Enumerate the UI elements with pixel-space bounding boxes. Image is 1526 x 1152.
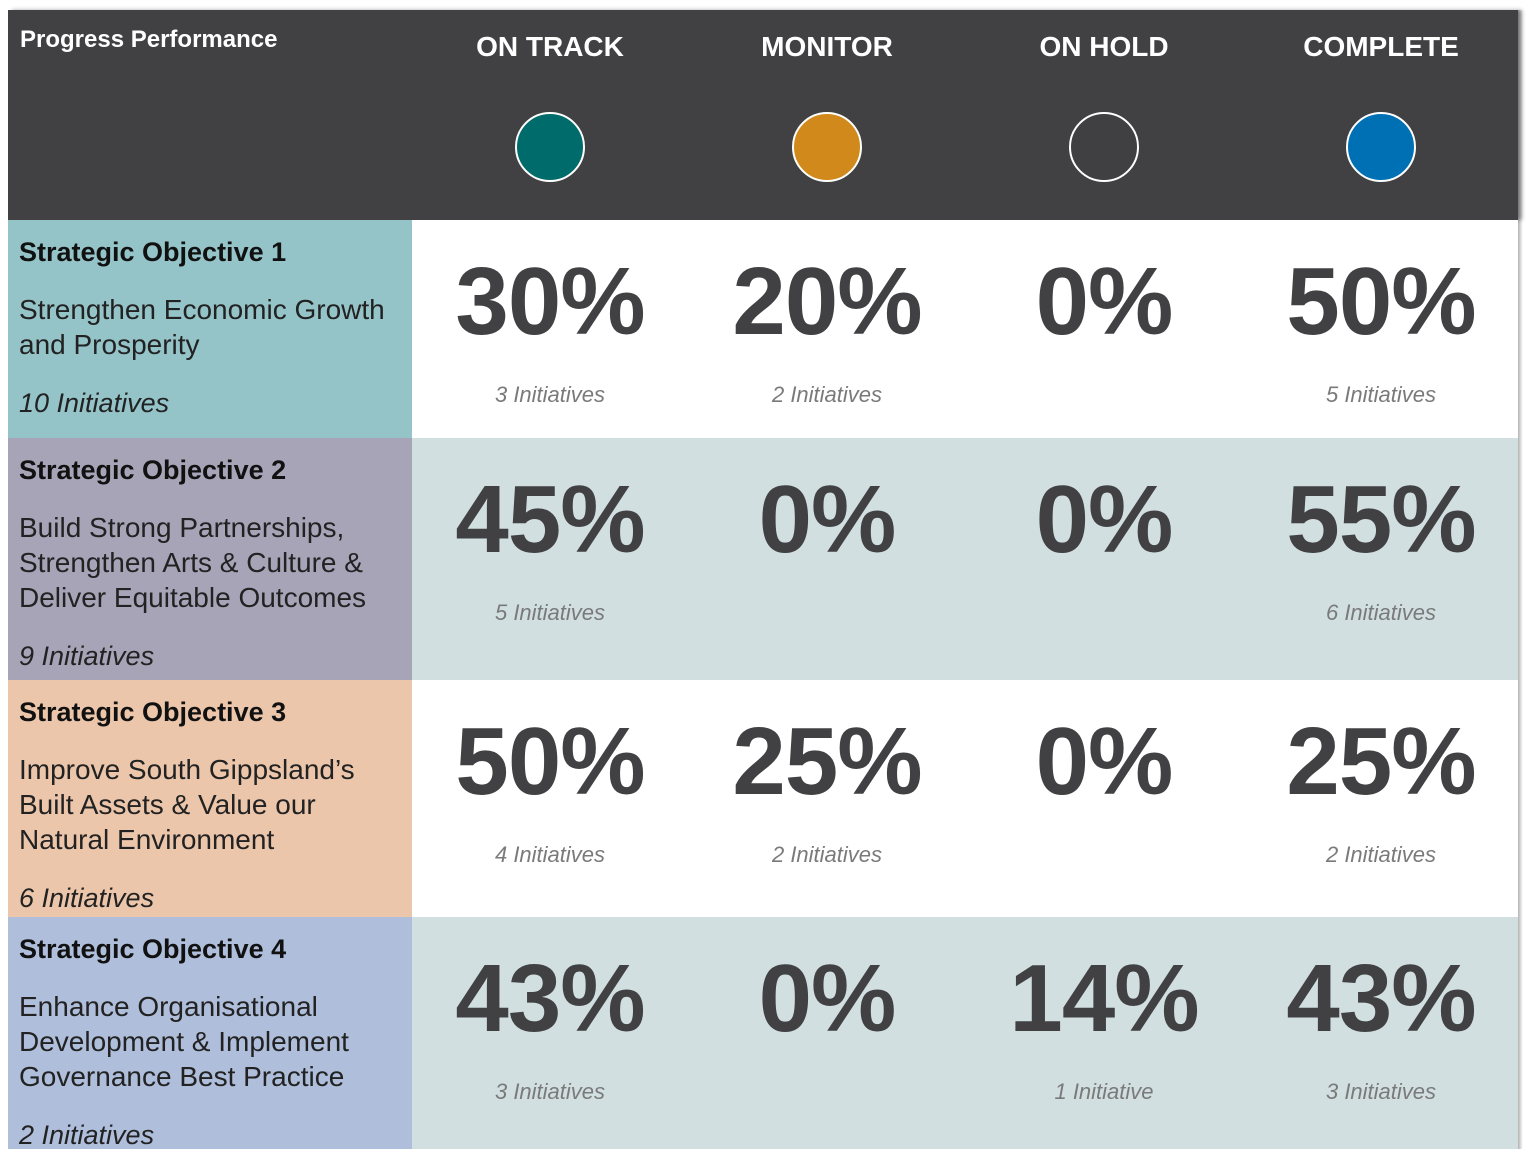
objective-label-cell xyxy=(8,438,412,680)
percent-value: 0% xyxy=(1035,708,1174,815)
percent-value: 55% xyxy=(1286,466,1476,573)
objective-initiatives: 6 Initiatives xyxy=(19,883,155,913)
percent-value: 0% xyxy=(758,466,897,573)
objective-label-cell xyxy=(8,220,412,438)
cell-initiatives: 3 Initiatives xyxy=(1325,1079,1437,1104)
percent-value: 14% xyxy=(1009,945,1199,1052)
objective-description: and Prosperity xyxy=(19,329,200,360)
row-background xyxy=(412,917,1518,1149)
objective-description: Deliver Equitable Outcomes xyxy=(19,582,367,613)
objective-description: Governance Best Practice xyxy=(19,1061,345,1092)
objective-label-cell xyxy=(8,680,412,917)
percent-value: 45% xyxy=(455,466,645,573)
status-circle xyxy=(1069,112,1139,182)
column-label: ON HOLD xyxy=(1039,31,1169,62)
objective-description: Built Assets & Value our xyxy=(19,789,316,820)
status-circle xyxy=(792,112,862,182)
objective-title: Strategic Objective 3 xyxy=(19,697,287,727)
objective-label-cell xyxy=(8,917,412,1149)
objective-initiatives: 9 Initiatives xyxy=(19,641,155,671)
column-label: ON TRACK xyxy=(476,31,624,62)
cell-initiatives: 5 Initiatives xyxy=(494,600,606,625)
row-background xyxy=(412,220,1518,438)
header-bar xyxy=(8,10,1518,220)
percent-value: 50% xyxy=(1286,248,1476,355)
objective-title: Strategic Objective 2 xyxy=(19,455,287,485)
objective-title: Strategic Objective 1 xyxy=(19,237,287,267)
column-label: COMPLETE xyxy=(1303,31,1459,62)
shadow xyxy=(1518,10,1523,1149)
percent-value: 0% xyxy=(1035,466,1174,573)
cell-initiatives: 2 Initiatives xyxy=(771,842,883,867)
percent-value: 43% xyxy=(455,945,645,1052)
objective-initiatives: 2 Initiatives xyxy=(19,1120,155,1150)
cell-initiatives: 6 Initiatives xyxy=(1325,600,1437,625)
status-circle xyxy=(515,112,585,182)
objective-description: Development & Implement xyxy=(19,1026,349,1057)
cell-initiatives: 2 Initiatives xyxy=(1325,842,1437,867)
percent-value: 0% xyxy=(1035,248,1174,355)
percent-value: 0% xyxy=(758,945,897,1052)
objective-description: Strengthen Economic Growth xyxy=(19,294,385,325)
row-background xyxy=(412,438,1518,680)
percent-value: 25% xyxy=(732,708,922,815)
objective-description: Improve South Gippsland’s xyxy=(19,754,355,785)
column-label: MONITOR xyxy=(761,31,893,62)
cell-initiatives: 3 Initiatives xyxy=(494,382,606,407)
percent-value: 25% xyxy=(1286,708,1476,815)
cell-initiatives: 5 Initiatives xyxy=(1325,382,1437,407)
percent-value: 30% xyxy=(455,248,645,355)
percent-value: 50% xyxy=(455,708,645,815)
objective-description: Enhance Organisational xyxy=(19,991,318,1022)
cell-initiatives: 3 Initiatives xyxy=(494,1079,606,1104)
percent-value: 20% xyxy=(732,248,922,355)
cell-initiatives: 1 Initiative xyxy=(1054,1079,1154,1104)
percent-value: 43% xyxy=(1286,945,1476,1052)
cell-initiatives: 4 Initiatives xyxy=(494,842,606,867)
cell-initiatives: 2 Initiatives xyxy=(771,382,883,407)
row-background xyxy=(412,680,1518,917)
header-title: Progress Performance xyxy=(20,26,278,53)
status-circle xyxy=(1346,112,1416,182)
objective-description: Build Strong Partnerships, xyxy=(19,512,345,543)
objective-title: Strategic Objective 4 xyxy=(19,934,287,964)
objective-description: Natural Environment xyxy=(19,824,275,855)
objective-initiatives: 10 Initiatives xyxy=(19,388,170,418)
objective-description: Strengthen Arts & Culture & xyxy=(19,547,363,578)
